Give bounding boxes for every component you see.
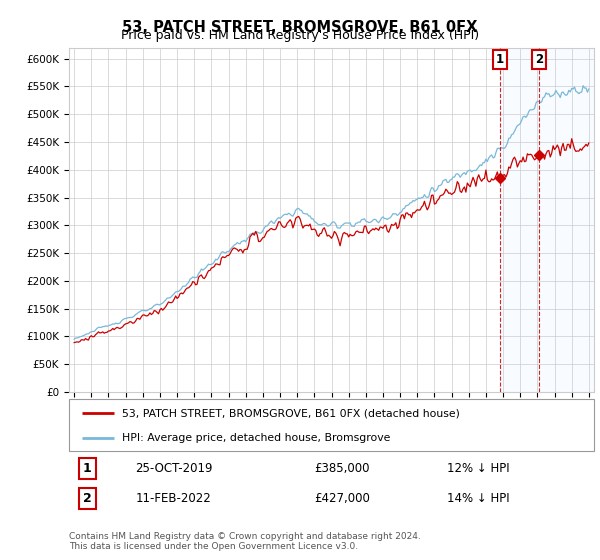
Text: This data is licensed under the Open Government Licence v3.0.: This data is licensed under the Open Gov… (69, 542, 358, 551)
Text: £427,000: £427,000 (314, 492, 370, 505)
Text: HPI: Average price, detached house, Bromsgrove: HPI: Average price, detached house, Brom… (121, 433, 390, 443)
Text: 53, PATCH STREET, BROMSGROVE, B61 0FX: 53, PATCH STREET, BROMSGROVE, B61 0FX (122, 20, 478, 35)
Text: 2: 2 (83, 492, 92, 505)
Text: 2: 2 (535, 53, 544, 66)
Text: 1: 1 (83, 462, 92, 475)
Text: 1: 1 (496, 53, 504, 66)
Text: 14% ↓ HPI: 14% ↓ HPI (447, 492, 510, 505)
Text: £385,000: £385,000 (314, 462, 370, 475)
FancyBboxPatch shape (69, 399, 594, 451)
Text: 53, PATCH STREET, BROMSGROVE, B61 0FX (detached house): 53, PATCH STREET, BROMSGROVE, B61 0FX (d… (121, 408, 460, 418)
Text: 11-FEB-2022: 11-FEB-2022 (136, 492, 212, 505)
Text: 12% ↓ HPI: 12% ↓ HPI (447, 462, 510, 475)
Text: 25-OCT-2019: 25-OCT-2019 (135, 462, 213, 475)
Bar (500, 48, 594, 392)
Text: Price paid vs. HM Land Registry's House Price Index (HPI): Price paid vs. HM Land Registry's House … (121, 29, 479, 42)
Text: Contains HM Land Registry data © Crown copyright and database right 2024.: Contains HM Land Registry data © Crown c… (69, 532, 421, 541)
